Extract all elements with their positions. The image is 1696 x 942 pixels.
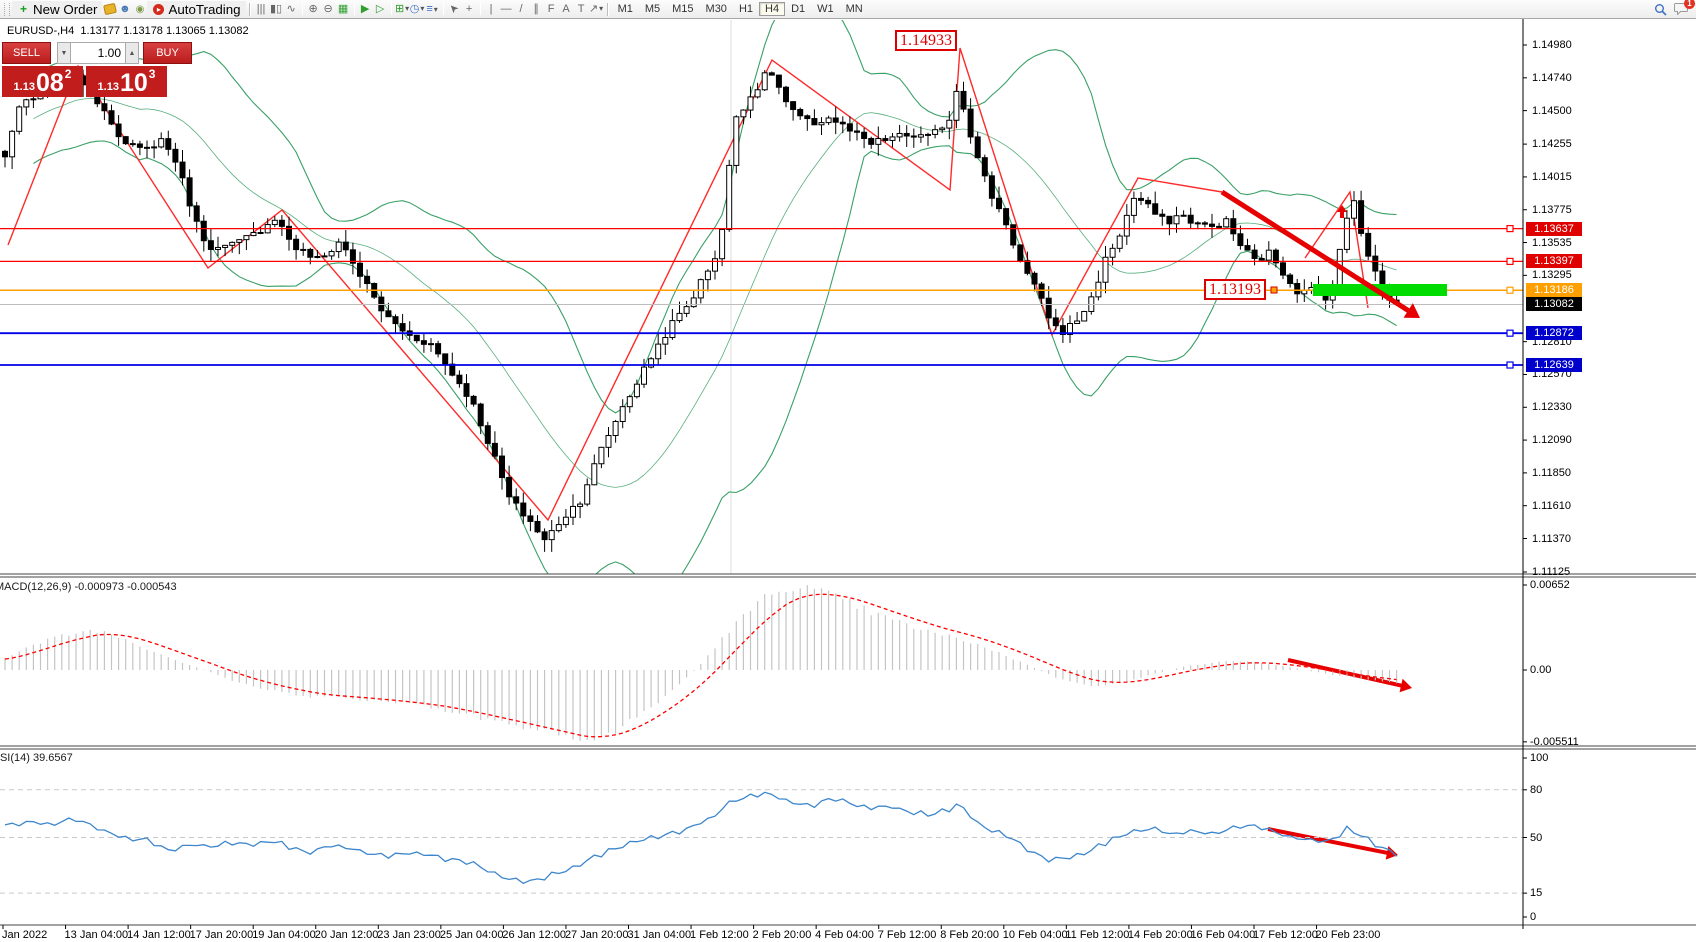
bar-chart-icon[interactable]: |||	[256, 3, 266, 16]
timeframe-MN[interactable]: MN	[845, 2, 863, 15]
search-icon[interactable]	[1653, 2, 1668, 16]
tile-windows-icon[interactable]: ▦	[337, 3, 349, 16]
new-order-label: New Order	[33, 1, 98, 17]
volume-decrease-button[interactable]: ▼	[57, 42, 71, 64]
buy-button[interactable]: BUY	[143, 42, 192, 64]
buy-price-big: 10	[119, 69, 148, 97]
sell-price-display[interactable]: 1.13 08 2	[2, 66, 83, 97]
timeframe-M15[interactable]: M15	[672, 2, 694, 15]
toolbar-separator	[301, 3, 303, 16]
price-callout-high[interactable]: 1.14933	[895, 30, 957, 51]
timeframe-D1[interactable]: D1	[791, 2, 806, 15]
toolbar-separator	[353, 3, 355, 16]
fibonacci-icon[interactable]: F	[547, 3, 555, 16]
sell-price-pipette: 2	[64, 67, 72, 81]
periods-icon[interactable]: ◷ ▾	[409, 3, 425, 16]
toolbar-icon-groups: ||| ▮▯ ∿ ⊕ ⊖ ▦ ▶ ▷ ⊞ ▾ ◷ ▾ ≡ ▾ ➤ + | — / ∥ F A T ↗ ▾	[254, 0, 604, 17]
symbol-ohlc-header: EURUSD-,H4 1.13177 1.13178 1.13065 1.130…	[7, 25, 249, 37]
toolbar-separator	[442, 3, 444, 16]
new-order-button[interactable]: + New Order	[12, 1, 103, 17]
timeframe-M5[interactable]: M5	[644, 2, 661, 15]
volume-input[interactable]	[71, 42, 125, 64]
vertical-line-icon[interactable]: |	[489, 3, 493, 16]
timeframe-H4[interactable]: H4	[759, 1, 786, 16]
toolbar-separator	[479, 3, 481, 16]
timeframe-M30[interactable]: M30	[705, 2, 727, 15]
timeframe-W1[interactable]: W1	[817, 2, 834, 15]
new-order-icon: +	[19, 2, 27, 16]
new-chart-icon[interactable]: ⊞ ▾	[394, 3, 410, 16]
candlestick-chart-icon[interactable]: ▮▯	[270, 3, 283, 16]
autotrading-icon: ▸	[152, 2, 165, 16]
toolbar-separator	[606, 2, 609, 16]
trade-panel-prices: 1.13 08 2 1.13 10 3	[2, 66, 192, 97]
autotrading-label: AutoTrading	[168, 1, 241, 17]
trendline-icon[interactable]: /	[519, 3, 523, 16]
signals-icon[interactable]: ◉	[135, 3, 145, 15]
buy-price-prefix: 1.13	[97, 81, 119, 93]
autotrading-button[interactable]: ▸ AutoTrading	[147, 1, 246, 17]
toolbar-grip	[4, 2, 10, 16]
macd-indicator-label: MACD(12,26,9) -0.000973 -0.000543	[0, 581, 177, 593]
templates-icon[interactable]: ≡ ▾	[426, 3, 438, 16]
notification-badge: 1	[1684, 0, 1695, 9]
sell-price-big: 08	[35, 69, 64, 97]
line-chart-icon[interactable]: ∿	[286, 3, 296, 16]
horizontal-line-icon[interactable]: —	[500, 3, 512, 16]
text-label-icon[interactable]: T	[577, 3, 585, 16]
trade-panel-row: SELL ▼ ▲ BUY	[2, 42, 192, 64]
zoom-out-icon[interactable]: ⊖	[323, 3, 333, 16]
price-callout-low[interactable]: 1.13193	[1204, 279, 1266, 300]
text-icon[interactable]: A	[562, 3, 570, 16]
chart-shift-icon[interactable]: ▷	[375, 3, 385, 16]
toolbar-separator	[390, 3, 392, 16]
buy-price-display[interactable]: 1.13 10 3	[86, 66, 167, 97]
sell-button[interactable]: SELL	[2, 42, 51, 64]
timeframe-toolbar: M1 M5 M15 M30 H1 H4 D1 W1 MN	[612, 1, 869, 17]
cursor-icon[interactable]: ➤	[446, 0, 462, 16]
arrows-objects-icon[interactable]: ↗ ▾	[588, 3, 604, 16]
toolbar: + New Order ☻ ◉ ▸ AutoTrading ||| ▮▯ ∿ ⊕ ⊖ ▦ ▶…	[0, 0, 1696, 19]
sell-price-prefix: 1.13	[13, 81, 35, 93]
rsi-indicator-label: RSI(14) 39.6567	[0, 752, 73, 764]
timeframe-M1[interactable]: M1	[617, 2, 633, 15]
deposit-icon[interactable]	[102, 2, 117, 16]
community-icon[interactable]: ☻	[119, 3, 131, 15]
auto-scroll-icon[interactable]: ▶	[360, 3, 370, 16]
equidistant-channel-icon[interactable]: ∥	[533, 3, 539, 16]
chat-icon[interactable]: 1	[1674, 0, 1695, 16]
zoom-in-icon[interactable]: ⊕	[308, 3, 318, 16]
volume-increase-button[interactable]: ▲	[125, 42, 139, 64]
toolbar-separator	[248, 2, 251, 16]
buy-price-pipette: 3	[148, 67, 156, 81]
toolbar-right: 1	[1653, 0, 1696, 16]
timeframe-H1[interactable]: H1	[738, 2, 753, 15]
one-click-trading-panel: SELL ▼ ▲ BUY 1.13 08 2 1.13 10 3	[2, 42, 192, 97]
crosshair-icon[interactable]: +	[465, 3, 473, 16]
